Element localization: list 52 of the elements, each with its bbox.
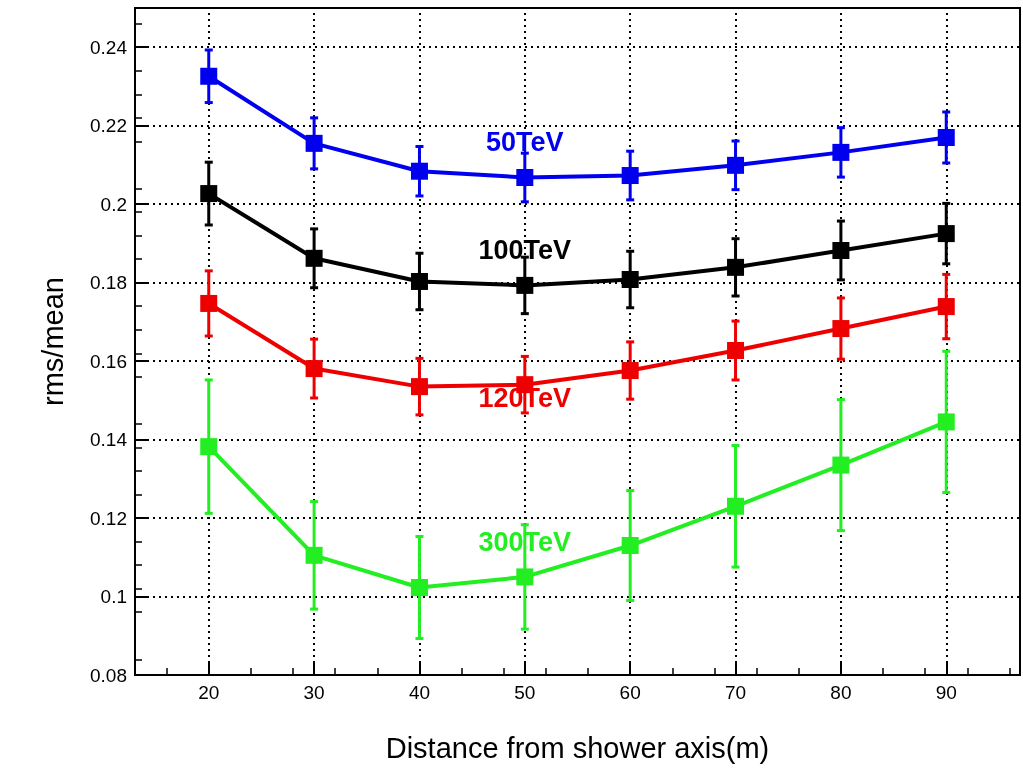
point [621, 537, 639, 555]
point [832, 320, 850, 338]
point [305, 546, 323, 564]
x-axis-title: Distance from shower axis(m) [385, 731, 770, 764]
point [410, 272, 428, 290]
series-label: 50TeV [486, 127, 564, 158]
point [410, 378, 428, 396]
point [410, 579, 428, 597]
point [832, 456, 850, 474]
y-tick-label: 0.12 [90, 507, 127, 529]
y-tick-label: 0.18 [90, 272, 127, 294]
point [832, 143, 850, 161]
y-tick-label: 0.22 [90, 115, 127, 137]
y-tick-label: 0.08 [90, 664, 127, 686]
point [516, 276, 534, 294]
point [937, 413, 955, 431]
point [727, 342, 745, 360]
series-label: 100TeV [478, 235, 572, 266]
point [305, 249, 323, 267]
x-tick-label: 20 [198, 682, 220, 703]
point [200, 67, 218, 85]
point [937, 225, 955, 243]
x-tick-label: 70 [724, 682, 747, 703]
point [832, 241, 850, 259]
point [305, 360, 323, 378]
point [727, 497, 745, 515]
point [200, 294, 218, 312]
point [621, 362, 639, 380]
x-tick-label: 60 [619, 682, 641, 703]
point [410, 162, 428, 180]
point [937, 128, 955, 146]
x-tick-label: 40 [408, 682, 431, 703]
point [200, 438, 218, 456]
point [621, 167, 639, 185]
point [516, 169, 534, 186]
x-tick-label: 90 [935, 682, 957, 703]
x-tick-label: 30 [303, 682, 325, 703]
point [200, 185, 218, 203]
y-tick-label: 0.14 [90, 429, 128, 451]
x-tick-label: 50 [514, 682, 536, 703]
y-tick-label: 0.16 [90, 350, 127, 372]
y-axis-title: rms/mean [36, 277, 69, 406]
point [516, 568, 534, 586]
y-tick-label: 0.24 [90, 36, 128, 58]
point [937, 298, 955, 316]
x-tick-label: 80 [830, 682, 852, 703]
point [727, 156, 745, 174]
y-tick-label: 0.1 [100, 586, 127, 608]
y-tick-label: 0.2 [100, 193, 127, 215]
point [621, 271, 639, 289]
point [305, 134, 323, 152]
point [727, 258, 745, 276]
